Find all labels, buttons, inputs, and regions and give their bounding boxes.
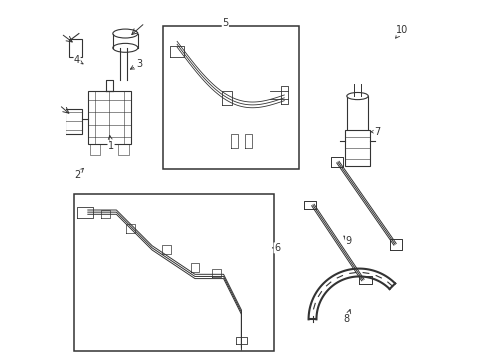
Ellipse shape [113,29,138,38]
Bar [163,26,298,169]
Text: 8: 8 [344,310,351,324]
Ellipse shape [347,93,368,100]
Bar [69,39,82,57]
Text: 2: 2 [74,168,83,180]
Text: 3: 3 [130,59,143,69]
Text: 1: 1 [108,135,114,151]
Bar [65,109,82,134]
Bar [345,130,370,166]
Bar [347,96,368,132]
Text: 6: 6 [273,243,280,253]
Text: 7: 7 [370,127,380,137]
Text: 4: 4 [74,55,83,65]
Bar [88,91,131,144]
Text: 10: 10 [395,25,408,38]
Text: 5: 5 [222,18,228,28]
Ellipse shape [113,43,138,52]
Text: 9: 9 [344,236,352,246]
Bar [74,194,273,351]
